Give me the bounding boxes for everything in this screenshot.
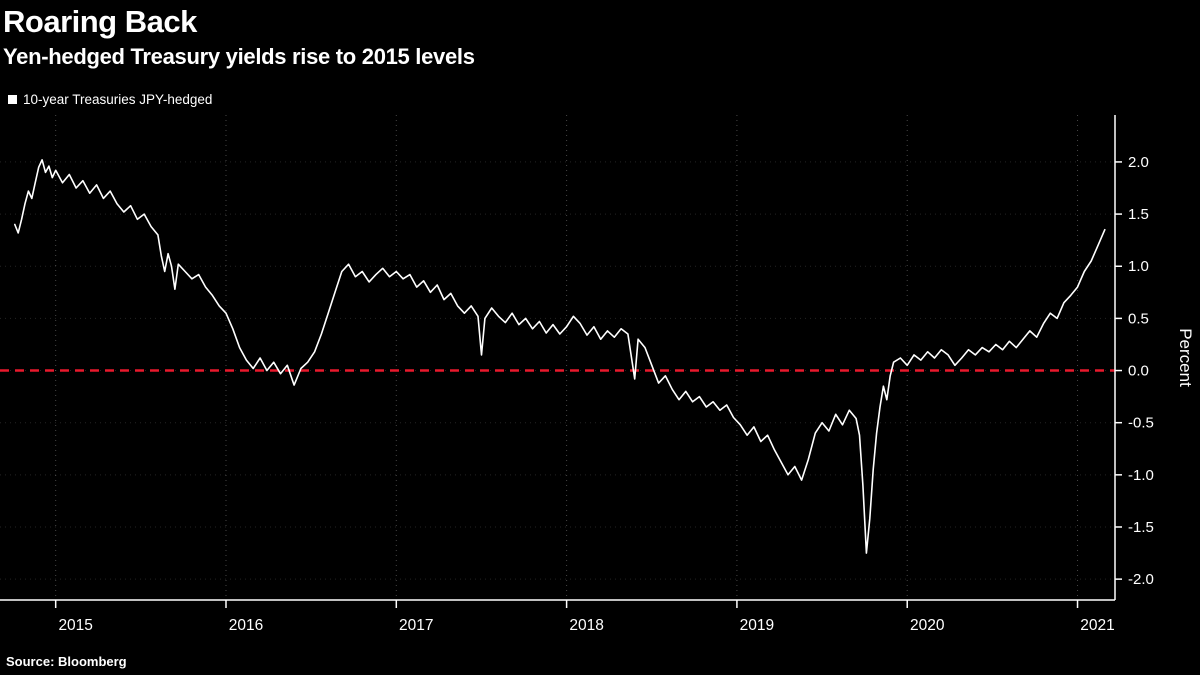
source-credit: Source: Bloomberg <box>6 654 127 669</box>
chart-subtitle: Yen-hedged Treasury yields rise to 2015 … <box>3 44 475 69</box>
x-tick-label: 2018 <box>569 617 603 634</box>
x-tick-label: 2019 <box>740 617 774 634</box>
y-tick-label: -1.5 <box>1128 519 1154 536</box>
x-tick-label: 2017 <box>399 617 433 634</box>
y-tick-label: 0.0 <box>1128 363 1149 380</box>
legend: 10-year Treasuries JPY-hedged <box>8 92 212 107</box>
x-tick-label: 2016 <box>229 617 263 634</box>
y-axis-title: Percent <box>1176 328 1195 387</box>
x-tick-label: 2021 <box>1080 617 1114 634</box>
legend-swatch-icon <box>8 95 17 104</box>
yield-line-series <box>14 159 1106 554</box>
y-tick-label: -1.0 <box>1128 467 1154 484</box>
y-tick-label: 1.5 <box>1128 206 1149 223</box>
y-tick-label: -0.5 <box>1128 415 1154 432</box>
y-tick-label: 0.5 <box>1128 310 1149 327</box>
chart-title: Roaring Back <box>3 4 197 39</box>
x-tick-label: 2015 <box>58 617 92 634</box>
y-tick-label: 2.0 <box>1128 154 1149 171</box>
y-tick-label: -2.0 <box>1128 571 1154 588</box>
legend-label: 10-year Treasuries JPY-hedged <box>23 92 213 107</box>
x-tick-label: 2020 <box>910 617 945 634</box>
y-tick-label: 1.0 <box>1128 258 1149 275</box>
